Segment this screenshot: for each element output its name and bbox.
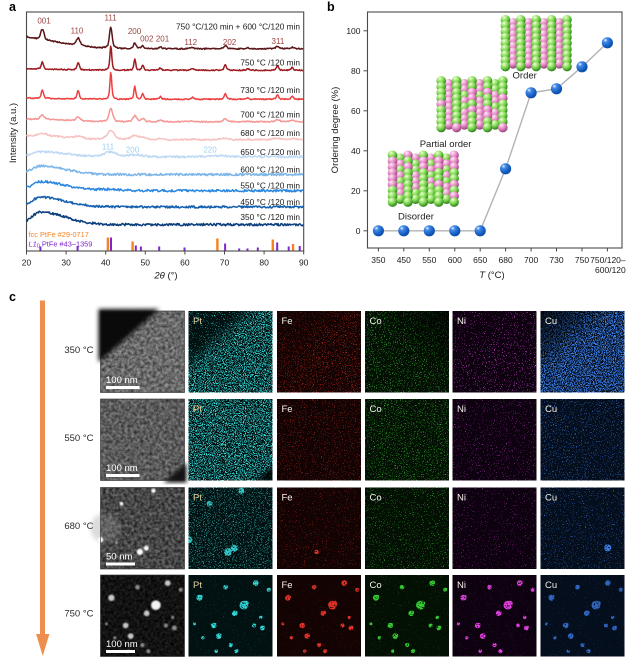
svg-text:60: 60 — [180, 258, 190, 268]
svg-text:650: 650 — [473, 255, 487, 265]
svg-text:680: 680 — [499, 255, 513, 265]
svg-text:650 °C /120 min: 650 °C /120 min — [240, 147, 300, 157]
svg-text:Pt: Pt — [193, 316, 202, 327]
svg-text:Pt: Pt — [193, 404, 202, 415]
svg-text:600/120: 600/120 — [595, 265, 626, 275]
svg-text:70: 70 — [220, 258, 230, 268]
svg-text:Cu: Cu — [545, 316, 557, 327]
svg-text:Cu: Cu — [545, 404, 557, 415]
svg-text:60: 60 — [351, 106, 361, 116]
svg-text:Cu: Cu — [545, 580, 557, 591]
svg-text:200: 200 — [126, 146, 140, 155]
svg-text:Co: Co — [370, 316, 382, 327]
svg-text:350: 350 — [371, 255, 385, 265]
svg-text:Fe: Fe — [282, 316, 293, 327]
svg-text:111: 111 — [105, 13, 118, 22]
svg-text:750 °C: 750 °C — [64, 609, 93, 620]
svg-text:750: 750 — [575, 255, 589, 265]
svg-text:Cu: Cu — [545, 493, 557, 504]
svg-text:700 °C /120 min: 700 °C /120 min — [240, 109, 300, 119]
svg-text:100 nm: 100 nm — [106, 375, 138, 386]
svg-text:750/120–: 750/120– — [590, 255, 626, 265]
svg-text:a: a — [9, 0, 17, 14]
svg-text:680 °C /120 min: 680 °C /120 min — [240, 128, 300, 138]
svg-text:80: 80 — [351, 66, 361, 76]
svg-text:202: 202 — [223, 38, 237, 47]
svg-text:750 °C /120 min: 750 °C /120 min — [240, 58, 300, 68]
svg-text:L10 PtFe #43–1359: L10 PtFe #43–1359 — [29, 239, 93, 249]
svg-text:600: 600 — [448, 255, 462, 265]
svg-text:730: 730 — [549, 255, 563, 265]
svg-text:100: 100 — [346, 26, 360, 36]
svg-text:Order: Order — [513, 70, 537, 81]
svg-text:fcc PtFe #29-0717: fcc PtFe #29-0717 — [29, 230, 89, 239]
svg-text:40: 40 — [101, 258, 111, 268]
svg-text:30: 30 — [61, 258, 71, 268]
svg-text:Ni: Ni — [457, 404, 466, 415]
svg-text:750 °C/120 min + 600 °C/120 mi: 750 °C/120 min + 600 °C/120 min — [176, 22, 300, 32]
svg-text:450 °C /120 min: 450 °C /120 min — [240, 197, 300, 207]
svg-text:T (°C): T (°C) — [479, 270, 504, 281]
svg-text:2θ (°): 2θ (°) — [153, 271, 177, 282]
svg-text:Co: Co — [370, 404, 382, 415]
svg-text:Co: Co — [370, 493, 382, 504]
svg-text:80: 80 — [259, 258, 269, 268]
svg-text:Ni: Ni — [457, 493, 466, 504]
svg-text:600 °C /120 min: 600 °C /120 min — [240, 165, 300, 175]
svg-text:Ordering degree (%): Ordering degree (%) — [330, 87, 341, 174]
svg-text:110: 110 — [71, 26, 84, 35]
svg-text:111: 111 — [102, 143, 115, 152]
svg-text:Fe: Fe — [282, 493, 293, 504]
svg-text:50 nm: 50 nm — [106, 552, 132, 563]
svg-text:350 °C /120 min: 350 °C /120 min — [240, 212, 300, 222]
svg-text:0: 0 — [356, 226, 361, 236]
svg-text:Fe: Fe — [282, 580, 293, 591]
svg-text:100 nm: 100 nm — [106, 463, 138, 474]
svg-text:90: 90 — [299, 258, 309, 268]
svg-text:112: 112 — [184, 38, 197, 47]
svg-text:201: 201 — [156, 35, 170, 44]
svg-text:c: c — [9, 290, 16, 304]
svg-text:730 °C /120 min: 730 °C /120 min — [240, 85, 300, 95]
svg-text:311: 311 — [272, 37, 285, 46]
svg-text:100 nm: 100 nm — [106, 639, 138, 650]
svg-text:40: 40 — [351, 146, 361, 156]
svg-text:200: 200 — [128, 27, 142, 36]
svg-text:Disorder: Disorder — [398, 212, 434, 223]
svg-text:Ni: Ni — [457, 580, 466, 591]
svg-text:Fe: Fe — [282, 404, 293, 415]
svg-text:Ni: Ni — [457, 316, 466, 327]
svg-text:Pt: Pt — [193, 493, 202, 504]
svg-text:680 °C: 680 °C — [64, 521, 93, 532]
svg-text:550 °C /120 min: 550 °C /120 min — [240, 180, 300, 190]
svg-text:700: 700 — [524, 255, 538, 265]
svg-text:002: 002 — [140, 35, 154, 44]
svg-text:220: 220 — [203, 146, 217, 155]
svg-text:001: 001 — [37, 16, 51, 25]
svg-text:550: 550 — [422, 255, 436, 265]
svg-text:550 °C: 550 °C — [64, 433, 93, 444]
svg-text:350 °C: 350 °C — [64, 345, 93, 356]
svg-text:50: 50 — [141, 258, 151, 268]
svg-text:450: 450 — [397, 255, 411, 265]
svg-text:Co: Co — [370, 580, 382, 591]
svg-text:20: 20 — [351, 186, 361, 196]
svg-text:Pt: Pt — [193, 580, 202, 591]
svg-text:b: b — [327, 0, 335, 14]
svg-text:Intensity (a.u.): Intensity (a.u.) — [8, 103, 19, 163]
svg-text:20: 20 — [22, 258, 32, 268]
svg-text:Partial order: Partial order — [420, 139, 472, 150]
